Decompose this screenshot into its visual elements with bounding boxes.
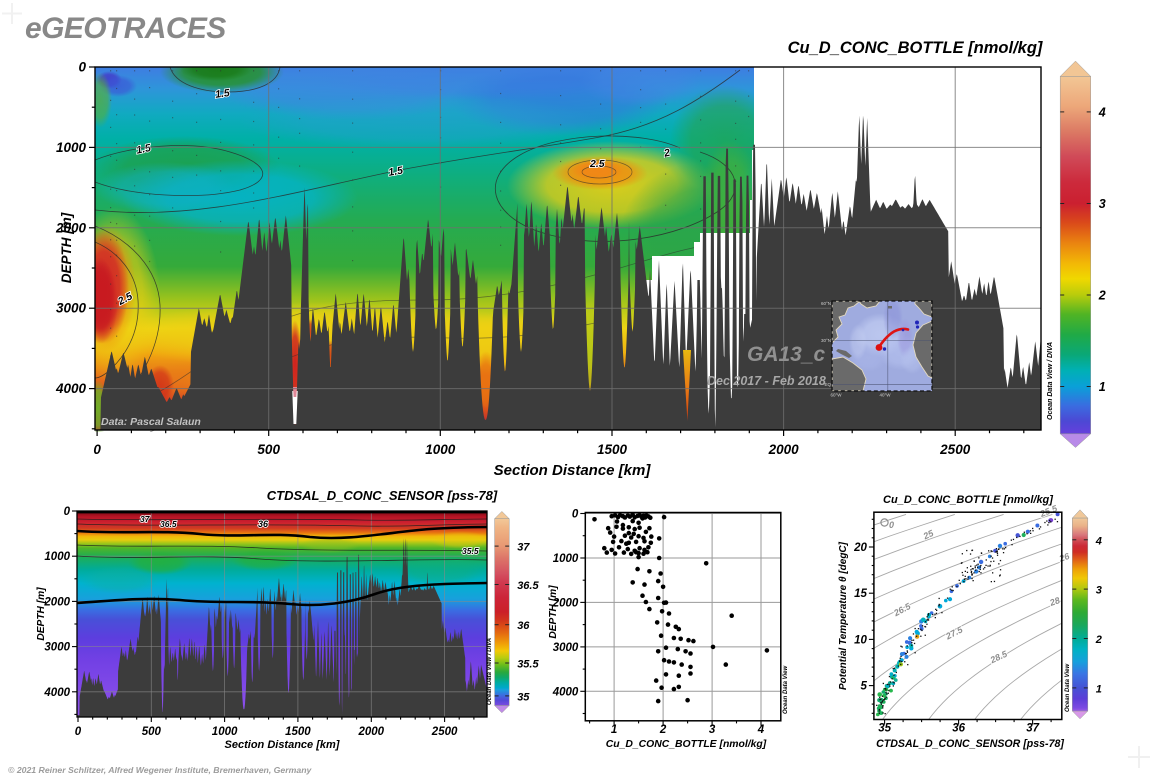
svg-text:36: 36	[952, 723, 965, 735]
svg-text:Cu_D_CONC_BOTTLE [nmol/kg]: Cu_D_CONC_BOTTLE [nmol/kg]	[788, 39, 1043, 57]
svg-text:4000: 4000	[55, 381, 87, 396]
svg-text:0: 0	[75, 726, 82, 738]
svg-text:1000: 1000	[44, 551, 70, 563]
svg-text:37: 37	[1026, 723, 1039, 735]
svg-text:60°N: 60°N	[821, 301, 831, 306]
svg-text:4000: 4000	[552, 686, 579, 698]
svg-text:1.5: 1.5	[214, 87, 230, 101]
svg-text:37: 37	[517, 542, 530, 554]
svg-text:28: 28	[1047, 595, 1061, 608]
svg-text:40°W: 40°W	[879, 393, 891, 398]
svg-text:3: 3	[1096, 585, 1102, 597]
svg-text:1: 1	[1099, 380, 1106, 394]
svg-text:Dec 2017 - Feb 2018: Dec 2017 - Feb 2018	[707, 374, 826, 388]
svg-text:4: 4	[1095, 535, 1102, 547]
svg-text:2000: 2000	[768, 442, 800, 457]
svg-text:500: 500	[142, 726, 162, 738]
svg-text:1: 1	[611, 724, 617, 736]
svg-text:0: 0	[889, 520, 894, 530]
svg-text:2: 2	[1095, 634, 1102, 646]
svg-text:0: 0	[64, 506, 71, 518]
svg-text:36.5: 36.5	[517, 580, 539, 592]
svg-text:35: 35	[878, 723, 891, 735]
svg-text:1000: 1000	[425, 442, 456, 457]
svg-text:1000: 1000	[553, 553, 579, 565]
svg-text:36.5: 36.5	[160, 519, 177, 529]
svg-text:4: 4	[757, 724, 765, 736]
svg-text:2: 2	[662, 147, 671, 160]
svg-text:4: 4	[1098, 105, 1106, 119]
svg-text:1500: 1500	[597, 442, 628, 457]
svg-text:Data: Pascal Salaun: Data: Pascal Salaun	[101, 416, 201, 428]
svg-text:Ocean Data View / DIVA: Ocean Data View / DIVA	[487, 638, 493, 705]
svg-text:2: 2	[1098, 289, 1106, 303]
svg-text:2000: 2000	[43, 596, 70, 608]
svg-text:3: 3	[1099, 197, 1106, 211]
svg-text:Potential Temperature θ [degC]: Potential Temperature θ [degC]	[838, 541, 849, 690]
svg-text:60°W: 60°W	[830, 393, 842, 398]
svg-text:Ocean Data View: Ocean Data View	[783, 666, 789, 714]
svg-text:1000: 1000	[56, 140, 87, 155]
svg-text:EQ: EQ	[824, 382, 831, 387]
svg-text:3000: 3000	[56, 301, 87, 316]
svg-text:DEPTH [m]: DEPTH [m]	[36, 587, 47, 641]
svg-text:Cu_D_CONC_BOTTLE [nmol/kg]: Cu_D_CONC_BOTTLE [nmol/kg]	[606, 739, 767, 750]
svg-text:15: 15	[854, 588, 867, 600]
svg-text:35: 35	[517, 691, 530, 703]
svg-text:© 2021 Reiner Schlitzer, Alfre: © 2021 Reiner Schlitzer, Alfred Wegener …	[8, 765, 312, 775]
svg-text:DEPTH [m]: DEPTH [m]	[59, 212, 74, 283]
svg-text:GA13_c: GA13_c	[747, 343, 826, 366]
svg-text:20: 20	[853, 542, 867, 554]
svg-text:Section Distance [km]: Section Distance [km]	[225, 739, 340, 751]
svg-text:2000: 2000	[552, 597, 579, 609]
svg-text:2500: 2500	[431, 726, 458, 738]
svg-text:Ocean Data View / DIVA: Ocean Data View / DIVA	[1047, 342, 1054, 420]
svg-text:2500: 2500	[939, 442, 971, 457]
svg-text:1500: 1500	[285, 726, 311, 738]
svg-text:Section Distance [km]: Section Distance [km]	[494, 462, 652, 479]
svg-text:1.5: 1.5	[135, 142, 152, 157]
svg-text:37: 37	[140, 514, 151, 524]
svg-text:36: 36	[517, 620, 530, 632]
svg-text:2.5: 2.5	[589, 158, 605, 170]
svg-text:1000: 1000	[212, 726, 238, 738]
svg-text:35.5: 35.5	[517, 659, 539, 671]
svg-text:10: 10	[854, 634, 867, 646]
svg-text:CTDSAL_D_CONC_SENSOR [pss-78]: CTDSAL_D_CONC_SENSOR [pss-78]	[876, 738, 1064, 750]
svg-text:DEPTH [m]: DEPTH [m]	[548, 585, 559, 639]
svg-text:eGEOTRACES: eGEOTRACES	[25, 12, 226, 45]
svg-text:4000: 4000	[43, 687, 70, 699]
svg-text:2000: 2000	[358, 726, 385, 738]
svg-text:500: 500	[257, 442, 280, 457]
svg-text:2: 2	[659, 724, 667, 736]
svg-text:1: 1	[1096, 683, 1102, 695]
svg-text:0: 0	[93, 442, 101, 457]
svg-text:0: 0	[78, 60, 86, 75]
svg-text:Cu_D_CONC_BOTTLE [nmol/kg]: Cu_D_CONC_BOTTLE [nmol/kg]	[883, 494, 1053, 506]
svg-text:0: 0	[572, 509, 579, 521]
svg-text:CTDSAL_D_CONC_SENSOR [pss-78]: CTDSAL_D_CONC_SENSOR [pss-78]	[267, 488, 498, 503]
svg-text:3000: 3000	[553, 642, 579, 654]
svg-text:2000: 2000	[55, 220, 87, 235]
svg-text:1.5: 1.5	[387, 164, 404, 178]
svg-text:36: 36	[258, 519, 269, 529]
svg-text:30°N: 30°N	[821, 338, 831, 343]
svg-text:5: 5	[860, 681, 867, 693]
svg-text:35.5: 35.5	[462, 546, 479, 556]
svg-text:3000: 3000	[44, 642, 70, 654]
svg-text:3: 3	[709, 724, 716, 736]
svg-text:Ocean Data View: Ocean Data View	[1065, 664, 1071, 712]
